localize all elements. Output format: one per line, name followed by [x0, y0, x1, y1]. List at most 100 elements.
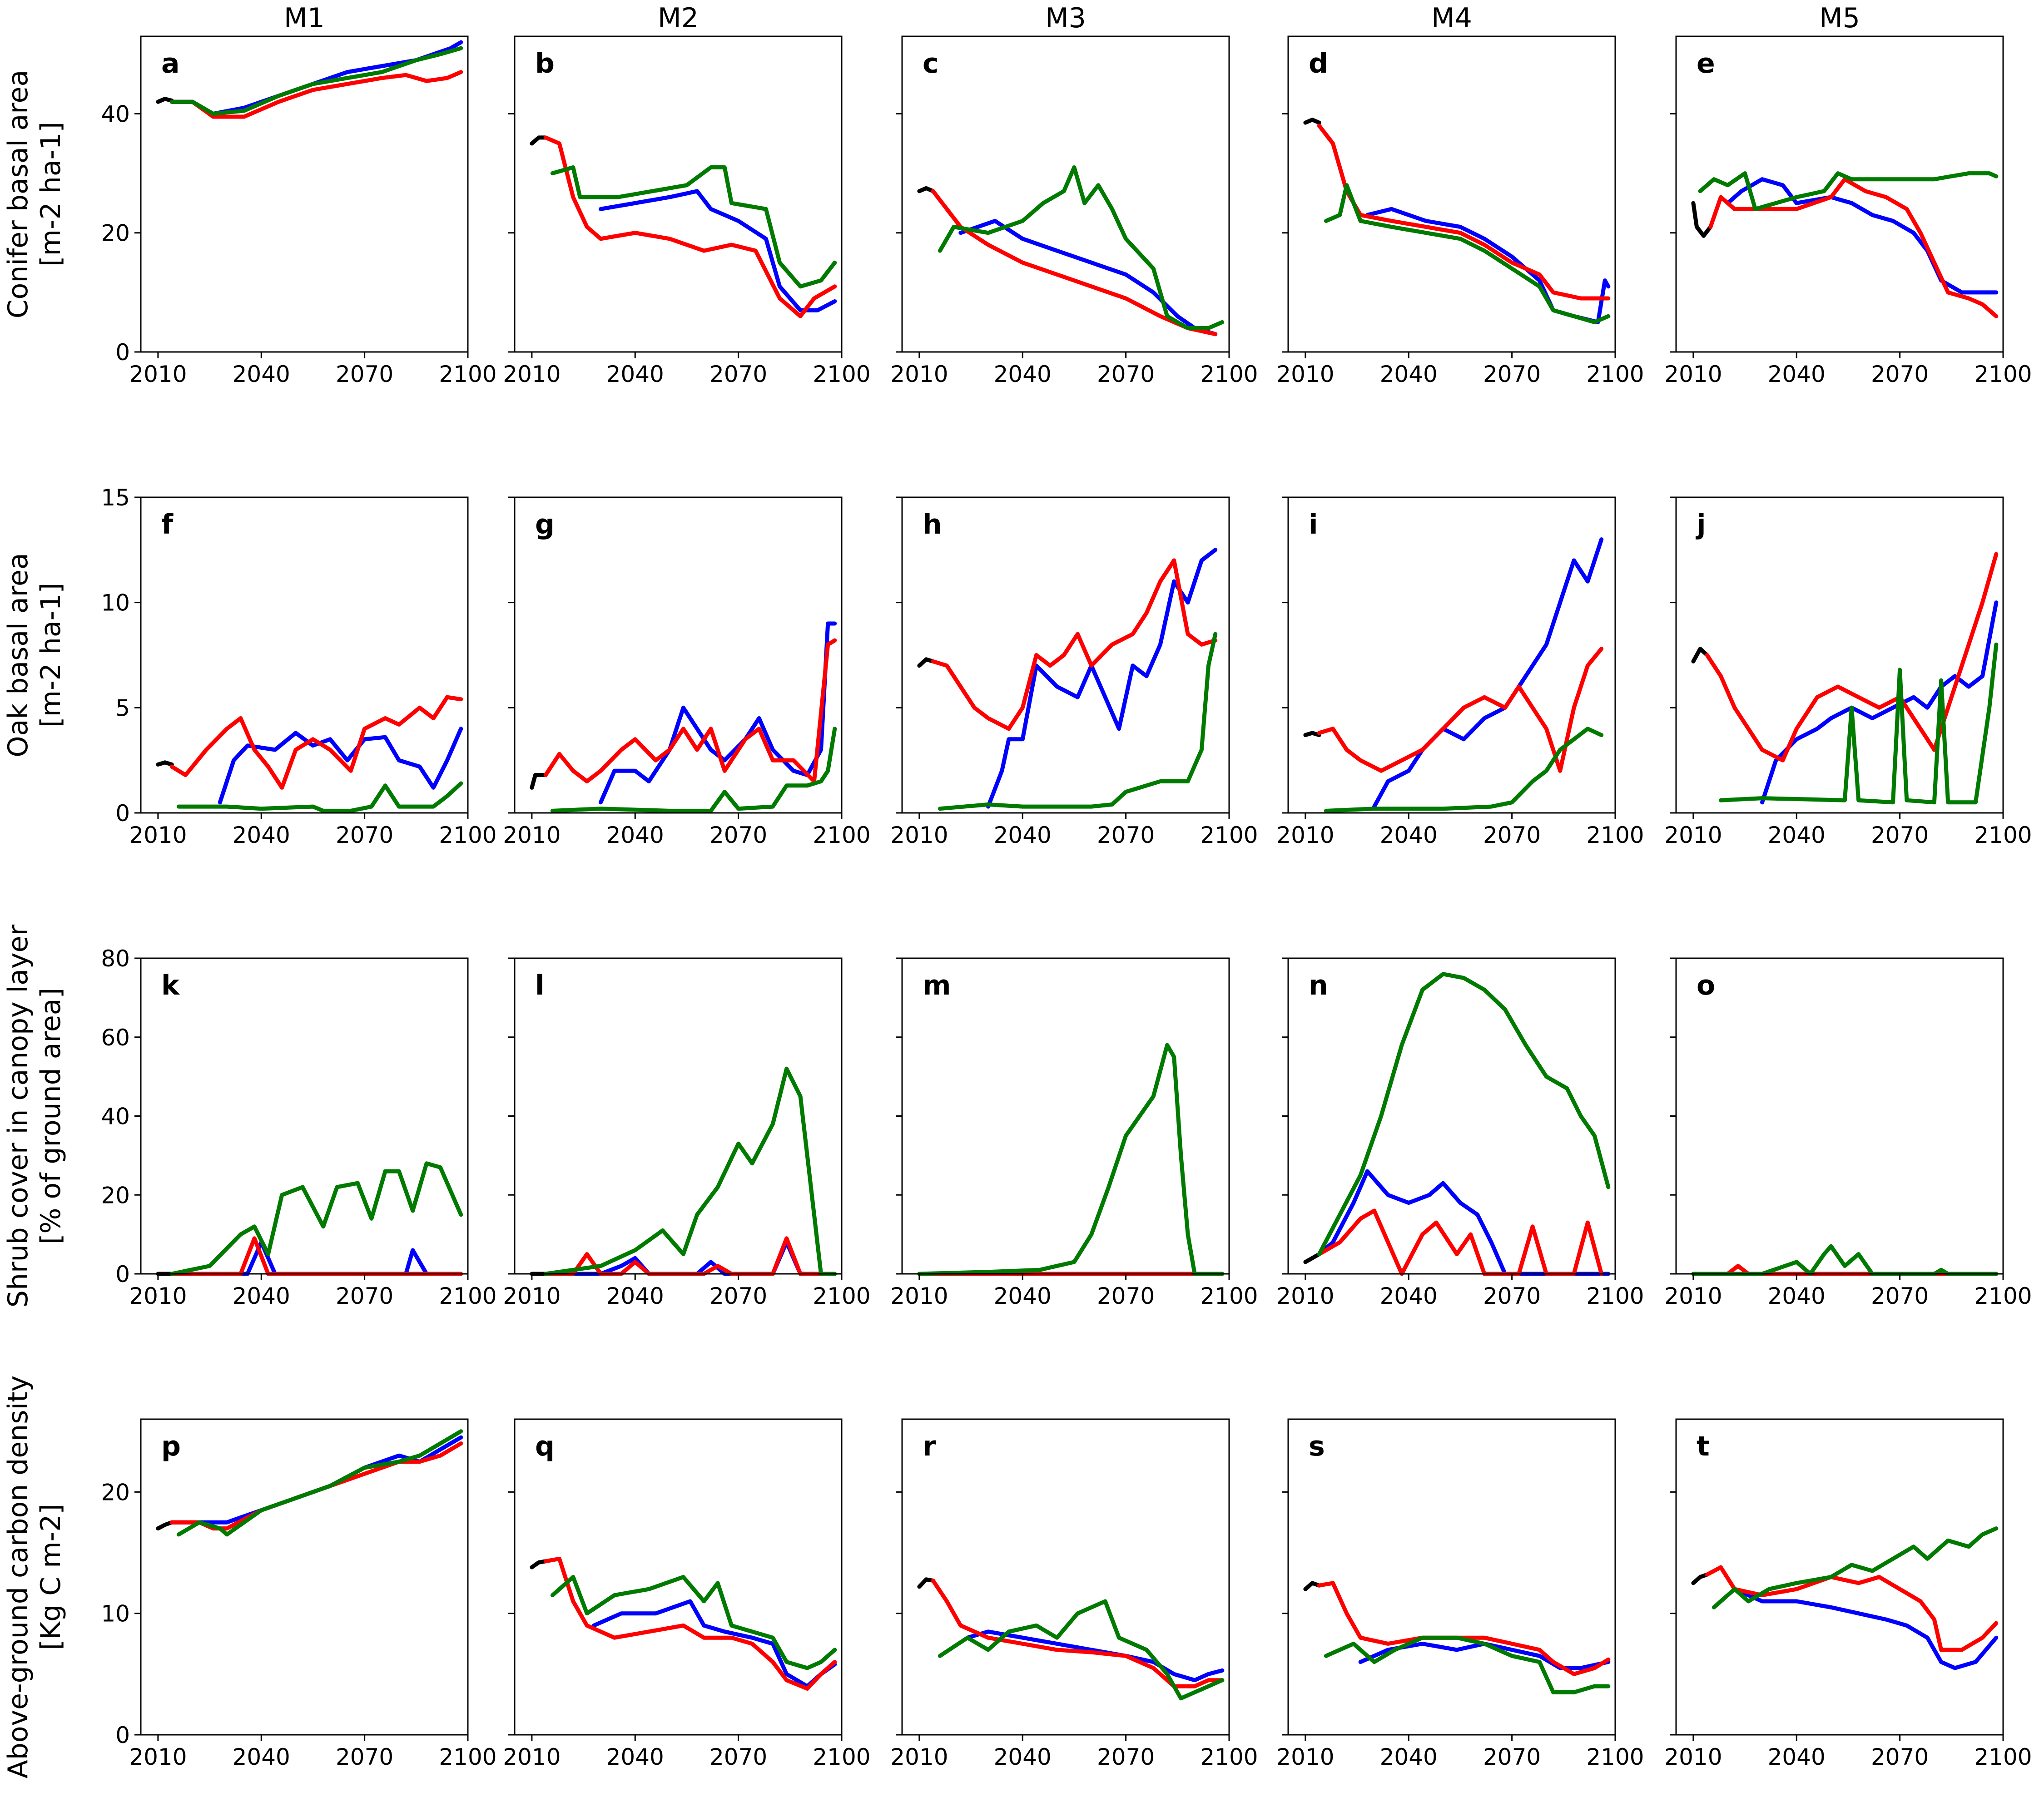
- x-tick-label: 2010: [1276, 1283, 1334, 1309]
- x-tick-label: 2100: [1586, 822, 1644, 848]
- plot-frame: [1675, 1418, 2004, 1736]
- series-red-line: [1317, 647, 1604, 773]
- x-tick-label: 2010: [1276, 361, 1334, 387]
- series-red-line: [543, 638, 837, 783]
- y-tick-label: 0: [115, 800, 130, 827]
- series-black-line: [1303, 1252, 1321, 1264]
- plot-frame: [140, 957, 469, 1275]
- panel-m: m 2010 2040 2070 2100: [890, 957, 1258, 1309]
- y-tick-label: 15: [101, 485, 130, 511]
- x-tick-label: 2070: [1871, 1283, 1929, 1309]
- x-tick-label: 2100: [1974, 1283, 2032, 1309]
- series-green-line: [1324, 727, 1604, 813]
- series-green-line: [917, 1043, 1225, 1276]
- column-title-m5: M5: [1819, 2, 1860, 34]
- panel-j: j 2010 2040 2070 2100: [1664, 496, 2032, 848]
- series-blue-line: [958, 219, 1218, 337]
- series-green-line: [1324, 1635, 1611, 1694]
- series-red-line: [931, 1579, 1225, 1688]
- series-black-line: [530, 1559, 548, 1569]
- x-tick-label: 2100: [813, 361, 870, 387]
- series-red-line: [169, 70, 463, 119]
- x-tick-label: 2040: [1768, 361, 1826, 387]
- y-tick-label: 20: [101, 1182, 130, 1208]
- panel-c: c 2010 2040 2070 2100: [890, 35, 1258, 387]
- x-tick-label: 2010: [129, 361, 187, 387]
- panel-letter: t: [1697, 1431, 1710, 1462]
- y-tick-label: 5: [115, 695, 130, 721]
- y-tick-label: 0: [115, 1261, 130, 1287]
- panel-letter: q: [535, 1431, 555, 1462]
- x-tick-label: 2100: [1974, 822, 2032, 848]
- panel-d: d 2010 2040 2070 2100: [1276, 35, 1644, 387]
- x-tick-label: 2010: [890, 1744, 948, 1770]
- panel-h: h 2010 2040 2070 2100: [890, 496, 1258, 848]
- x-tick-label: 2010: [890, 1283, 948, 1309]
- series-black-line: [1303, 118, 1321, 125]
- series-black-line: [156, 97, 174, 104]
- series-black-line: [1303, 731, 1321, 738]
- panel-letter: d: [1309, 48, 1328, 79]
- series-green-line: [169, 46, 463, 116]
- column-title-m2: M2: [658, 2, 699, 34]
- series-green-line: [550, 1575, 837, 1670]
- x-tick-label: 2040: [233, 1283, 290, 1309]
- column-title-m1: M1: [284, 2, 325, 34]
- row-label-1: Conifer basal area [m-2 ha-1]: [2, 70, 67, 319]
- x-tick-label: 2010: [503, 822, 561, 848]
- x-tick-label: 2100: [439, 822, 496, 848]
- series-blue-line: [599, 189, 837, 312]
- panel-t: t 2010 2040 2070 2100: [1664, 1418, 2032, 1770]
- x-tick-label: 2100: [1200, 1744, 1258, 1770]
- panel-letter: p: [161, 1431, 181, 1462]
- x-tick-label: 2100: [1974, 361, 2032, 387]
- x-tick-label: 2070: [336, 822, 393, 848]
- x-tick-label: 2100: [439, 1283, 496, 1309]
- series-green-line: [550, 165, 837, 289]
- series-green-line: [1719, 642, 1999, 805]
- x-tick-label: 2070: [709, 361, 767, 387]
- row-label-line: [m-2 ha-1]: [35, 583, 67, 728]
- series-black-line: [156, 1520, 174, 1531]
- panel-e: e 2010 2040 2070 2100: [1664, 35, 2032, 387]
- series-black-line: [530, 773, 548, 790]
- x-tick-label: 2070: [709, 822, 767, 848]
- y-tick-label: 0: [115, 339, 130, 366]
- plot-frame: [140, 1418, 469, 1736]
- series-blue-line: [1760, 600, 1999, 805]
- series-green-line: [1317, 972, 1611, 1257]
- x-tick-label: 2040: [1380, 1283, 1438, 1309]
- series-black-line: [156, 760, 174, 767]
- x-tick-label: 2040: [1380, 361, 1438, 387]
- x-tick-label: 2010: [1664, 361, 1722, 387]
- x-tick-label: 2010: [503, 361, 561, 387]
- panel-r: r 2010 2040 2070 2100: [890, 1418, 1258, 1770]
- plot-frame: [140, 35, 469, 353]
- series-black-line: [1691, 201, 1713, 238]
- x-tick-label: 2100: [1200, 1283, 1258, 1309]
- series-blue-line: [1372, 537, 1604, 809]
- x-tick-label: 2100: [1200, 361, 1258, 387]
- series-red-line: [1317, 1208, 1604, 1276]
- row-label-2: Oak basal area [m-2 ha-1]: [2, 553, 67, 757]
- series-green-line: [938, 632, 1218, 811]
- x-tick-label: 2070: [336, 1744, 393, 1770]
- plot-frame: [901, 496, 1230, 814]
- x-tick-label: 2100: [439, 1744, 496, 1770]
- panel-letter: k: [161, 970, 180, 1001]
- x-tick-label: 2070: [1483, 1283, 1541, 1309]
- x-tick-label: 2070: [1097, 1744, 1155, 1770]
- series-red-line: [1317, 124, 1611, 301]
- x-tick-label: 2040: [233, 822, 290, 848]
- y-tick-label: 60: [101, 1025, 130, 1051]
- row-label-3: Shrub cover in canopy layer [% of ground …: [2, 925, 67, 1308]
- panel-letter: e: [1697, 48, 1715, 79]
- series-green-line: [169, 1161, 463, 1276]
- panel-l: l 2010 2040 2070 2100: [503, 957, 871, 1309]
- x-tick-label: 2070: [1097, 822, 1155, 848]
- x-tick-label: 2010: [129, 1744, 187, 1770]
- series-black-line: [1691, 1572, 1709, 1585]
- series-green-line: [1698, 171, 1999, 211]
